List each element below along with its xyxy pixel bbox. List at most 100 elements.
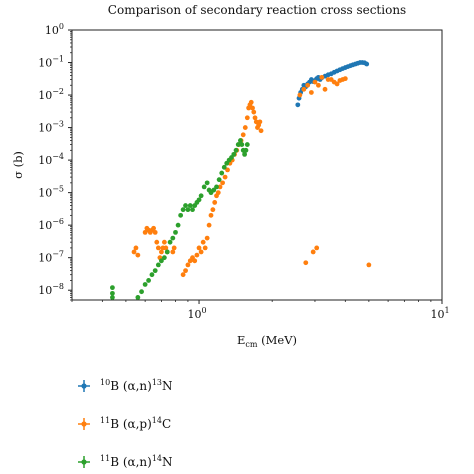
data-point xyxy=(133,245,139,251)
data-point xyxy=(214,184,219,190)
series-2 xyxy=(110,138,250,300)
data-point xyxy=(173,229,178,235)
data-point xyxy=(155,262,161,268)
data-point xyxy=(180,207,186,213)
data-point xyxy=(149,272,155,278)
data-point xyxy=(248,99,254,105)
data-point xyxy=(204,235,210,241)
y-tick-label: 100 xyxy=(45,22,64,37)
data-point xyxy=(192,258,198,264)
data-point xyxy=(161,239,167,245)
x-axis-label-sub: cm xyxy=(245,340,257,349)
y-tick-exponent: −3 xyxy=(52,120,64,129)
legend-label-m1: 11 xyxy=(100,416,110,425)
data-point xyxy=(242,125,248,130)
data-point xyxy=(190,207,195,213)
y-tick-exponent: −1 xyxy=(52,55,64,64)
data-point xyxy=(110,285,115,291)
data-point xyxy=(312,79,318,85)
legend-marker-dot xyxy=(81,383,87,389)
legend-label: 11B (α,n)14N xyxy=(100,454,173,469)
y-tick-base: 10 xyxy=(38,252,52,265)
data-point xyxy=(216,177,222,183)
data-point xyxy=(222,174,228,180)
data-point xyxy=(238,138,243,143)
data-point xyxy=(163,245,169,251)
y-tick-label: 10−5 xyxy=(38,185,64,200)
data-point xyxy=(295,102,301,108)
data-point xyxy=(220,180,225,186)
y-tick-exponent: −6 xyxy=(52,217,64,226)
data-point xyxy=(239,142,245,147)
y-tick-base: 10 xyxy=(38,154,52,167)
legend-label-m1: 10 xyxy=(100,378,110,387)
data-point xyxy=(200,239,206,245)
data-point xyxy=(364,61,370,67)
y-tick-exponent: −4 xyxy=(52,152,64,161)
data-point xyxy=(171,245,177,251)
x-axis-ticks: 100 101 xyxy=(71,300,450,321)
legend-label: 10B (α,n)13N xyxy=(100,378,173,393)
data-point xyxy=(159,258,164,264)
data-point xyxy=(180,272,186,278)
y-tick-base: 10 xyxy=(38,57,52,70)
data-point xyxy=(155,245,161,251)
legend-label-t1: B (α,p) xyxy=(110,417,152,431)
data-point xyxy=(146,278,151,283)
data-point xyxy=(366,262,372,268)
data-point xyxy=(185,262,191,268)
data-point xyxy=(151,225,156,231)
data-point xyxy=(250,105,255,111)
data-point xyxy=(152,229,158,235)
data-point xyxy=(322,86,328,92)
legend-label-t2: N xyxy=(162,379,173,393)
data-point xyxy=(301,86,307,92)
data-point xyxy=(212,200,218,205)
data-point xyxy=(240,132,246,138)
data-point xyxy=(152,268,158,274)
y-tick-base: 10 xyxy=(38,284,52,297)
data-point xyxy=(219,170,225,176)
x-tick-base: 10 xyxy=(430,308,444,321)
y-tick-exponent: −8 xyxy=(52,282,64,291)
data-point xyxy=(198,249,204,255)
data-point xyxy=(204,180,210,186)
x-axis-label-main: E xyxy=(237,333,245,347)
y-tick-exponent: −7 xyxy=(52,250,64,259)
y-tick-label: 10−2 xyxy=(38,87,64,102)
chart-title: Comparison of secondary reaction cross s… xyxy=(108,3,406,17)
y-tick-base: 10 xyxy=(38,219,52,232)
legend-label-m1: 11 xyxy=(100,454,110,463)
data-point xyxy=(208,212,214,218)
legend-label-t1: B (α,n) xyxy=(110,379,152,393)
x-tick-label: 101 xyxy=(430,306,449,321)
y-tick-label: 10−6 xyxy=(38,217,64,232)
data-point xyxy=(297,92,303,98)
data-point xyxy=(175,222,181,228)
y-tick-label: 10−8 xyxy=(38,282,64,297)
data-point xyxy=(135,252,141,258)
plot-frame xyxy=(71,29,443,301)
y-tick-base: 10 xyxy=(38,187,52,200)
data-point xyxy=(183,268,188,274)
data-point xyxy=(235,142,241,147)
data-point xyxy=(170,249,176,255)
y-tick-base: 10 xyxy=(38,89,52,102)
data-point xyxy=(244,142,250,147)
data-point xyxy=(257,119,263,125)
data-point xyxy=(196,197,202,203)
y-axis-label: σ (b) xyxy=(11,151,25,179)
data-point xyxy=(314,245,320,251)
data-point xyxy=(210,207,216,213)
data-point xyxy=(159,249,164,255)
data-point xyxy=(252,115,258,121)
series-1 xyxy=(131,74,372,278)
data-point xyxy=(183,203,188,208)
data-point xyxy=(211,187,217,193)
data-point xyxy=(187,203,193,208)
data-point xyxy=(244,115,250,121)
data-point xyxy=(167,239,173,245)
data-point xyxy=(164,249,170,255)
data-point xyxy=(225,167,230,173)
